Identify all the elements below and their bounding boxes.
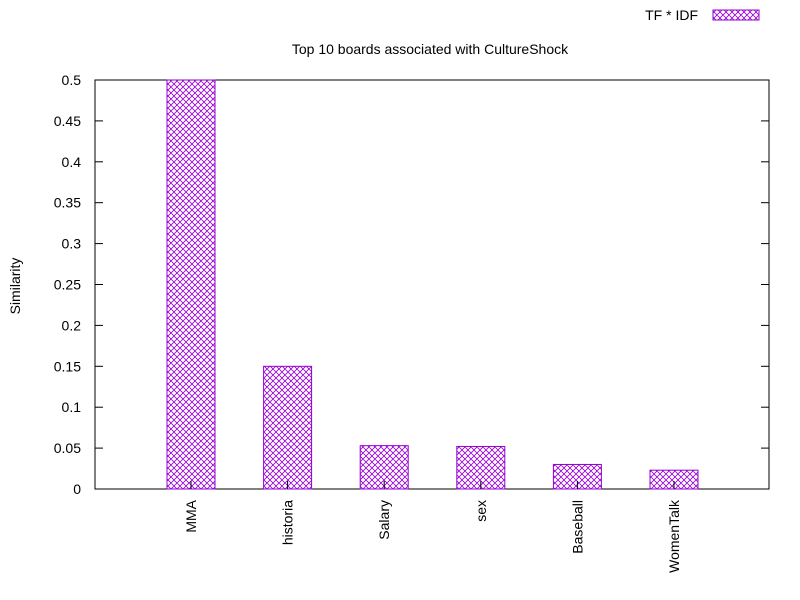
legend-swatch bbox=[712, 9, 760, 21]
y-tick-label: 0.1 bbox=[62, 399, 82, 415]
x-tick-label: WomenTalk bbox=[666, 499, 682, 573]
y-tick-label: 0.25 bbox=[54, 277, 81, 293]
y-ticks: 0 0.05 0.1 0.15 0.2 0.25 0.3 0.35 0.4 0.45 0.5 bbox=[54, 72, 769, 497]
y-tick-label: 0.45 bbox=[54, 113, 81, 129]
chart-title: Top 10 boards associated with CultureSho… bbox=[292, 41, 569, 57]
y-tick-label: 0 bbox=[73, 481, 81, 497]
y-tick-label: 0.4 bbox=[62, 154, 82, 170]
x-tick-label: sex bbox=[473, 500, 489, 522]
y-tick-label: 0.35 bbox=[54, 195, 81, 211]
bar-historia bbox=[263, 365, 313, 490]
y-tick-label: 0.15 bbox=[54, 358, 81, 374]
x-tick-label: historia bbox=[280, 500, 296, 545]
x-tick-label: MMA bbox=[183, 499, 199, 532]
y-tick-label: 0.2 bbox=[62, 317, 82, 333]
y-tick-label: 0.05 bbox=[54, 440, 81, 456]
legend-label: TF * IDF bbox=[645, 7, 698, 23]
y-tick-label: 0.5 bbox=[62, 72, 82, 88]
x-tick-label: Baseball bbox=[569, 500, 585, 554]
bar-mma bbox=[166, 79, 216, 490]
x-tick-label: Salary bbox=[376, 500, 392, 540]
y-tick-label: 0.3 bbox=[62, 236, 82, 252]
legend: TF * IDF bbox=[645, 7, 760, 23]
bars bbox=[166, 79, 699, 490]
x-ticks: MMA historia Salary sex Baseball WomenTalk bbox=[183, 481, 682, 573]
y-axis-label: Similarity bbox=[7, 258, 23, 315]
